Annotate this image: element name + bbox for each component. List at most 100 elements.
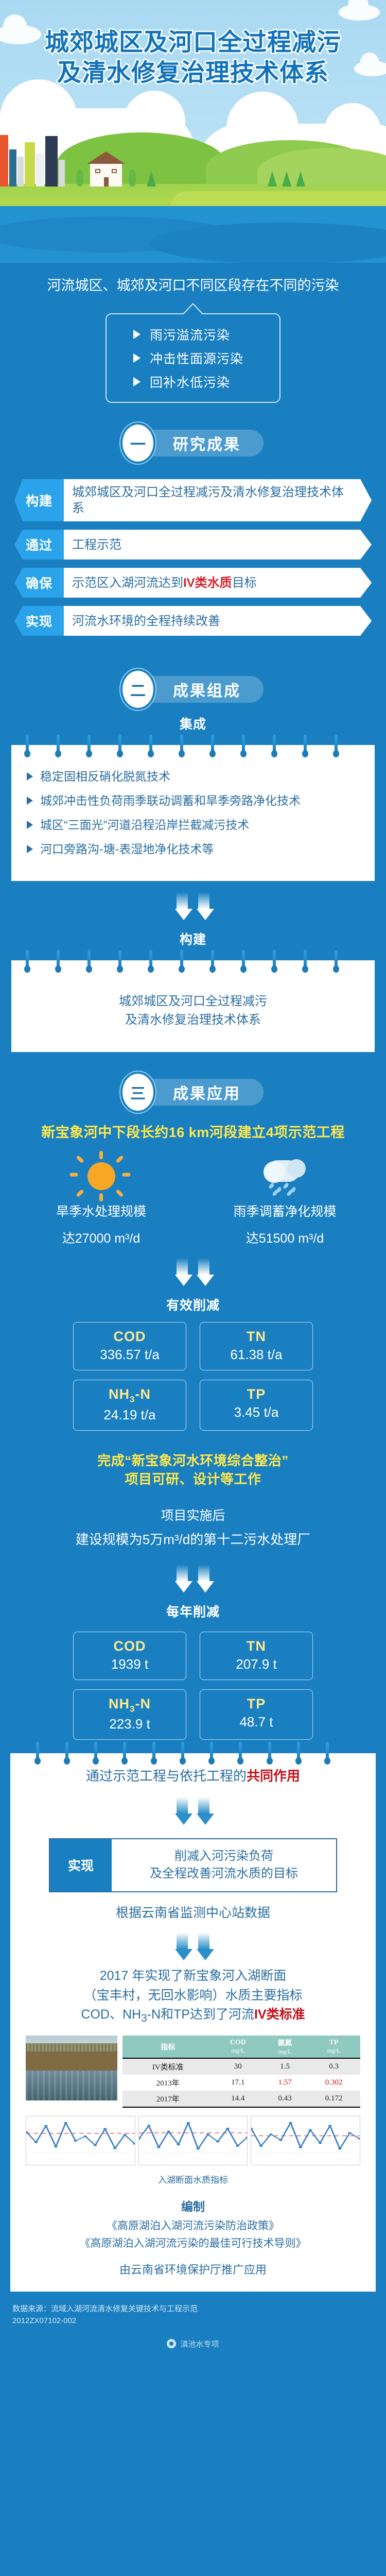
research-result-rows: 构建 城郊城区及河口全过程减污及清水修复治理技术体系 通过 工程示范 确保 示范… bbox=[0, 462, 386, 649]
metric-card: COD 1939 t bbox=[73, 1631, 186, 1680]
reduction-metric-cards: COD 336.57 t/a TN 61.38 t/a NH3-N 24.19 … bbox=[0, 1317, 386, 1431]
realize-line-2: 及全程改善河流水质的目标 bbox=[150, 1867, 298, 1881]
list-item-label: 稳定固相反硝化脱氮技术 bbox=[40, 770, 170, 784]
river-photo bbox=[26, 2036, 117, 2101]
metric-name: COD bbox=[113, 1329, 146, 1345]
table-cell: 0.43 bbox=[262, 2091, 308, 2108]
arrow-down-icon bbox=[197, 1949, 214, 1961]
section-title-pill: 成果应用 bbox=[137, 1079, 264, 1106]
section-number: 三 bbox=[130, 1086, 146, 1103]
project-code: 2012ZX07102-002 bbox=[12, 2316, 77, 2325]
table-cell: IV类标准 bbox=[122, 2058, 214, 2075]
table-cell: 2013年 bbox=[156, 2079, 180, 2088]
metric-card: TP 3.45 t/a bbox=[200, 1380, 313, 1431]
result-row-tag: 确保 bbox=[14, 568, 64, 598]
text-after: 目标 bbox=[232, 575, 257, 590]
tech-system-text: 城郊城区及河口全过程减污 及清水修复治理技术体系 bbox=[119, 994, 267, 1027]
after-implementation-text: 建设规模为5万m³/d的第十二污水处理厂 bbox=[75, 1532, 311, 1548]
after-implementation-label: 项目实施后 bbox=[161, 1509, 225, 1523]
page-title: 城郊城区及河口全过程减污 及清水修复治理技术体系 bbox=[0, 27, 386, 88]
metric-card: TN 207.9 t bbox=[200, 1631, 313, 1680]
realize-tag: 实现 bbox=[50, 1839, 112, 1892]
stat-title: 雨季调蓄净化规模 bbox=[233, 1205, 337, 1219]
brand-bar: 滇池水专项 bbox=[12, 2325, 374, 2359]
data-basis-text: 根据云南省监测中心站数据 bbox=[115, 1906, 270, 1921]
metric-name: TN bbox=[247, 1329, 266, 1345]
build-label: 构建 bbox=[179, 933, 206, 947]
city-skyline-icon bbox=[0, 132, 118, 187]
stat-title: 旱季水处理规模 bbox=[56, 1205, 146, 1219]
metric-card: TN 61.38 t/a bbox=[200, 1322, 313, 1371]
arrow-down-icon bbox=[175, 1949, 192, 1961]
table-cell: 30 bbox=[213, 2058, 263, 2075]
table-header-row: 指标 COD mg/L 氨氮 mg/L TP mg/L bbox=[122, 2036, 360, 2059]
result-row-tag: 通过 bbox=[14, 530, 64, 560]
tree-icon bbox=[268, 171, 277, 187]
joint-effect-highlight: 共同作用 bbox=[247, 1768, 301, 1784]
cloud-icon bbox=[0, 14, 41, 44]
tech-system-card-wrap: 城郊城区及河口全过程减污 及清水修复治理技术体系 bbox=[0, 950, 386, 1053]
trend-chart bbox=[26, 2116, 135, 2166]
result-row: 确保 示范区入湖河流达到 IV类水质 目标 bbox=[14, 568, 372, 598]
table-cell: 0.302 bbox=[325, 2078, 343, 2087]
table-header-cell: COD mg/L bbox=[213, 2036, 263, 2059]
compile-label: 编制 bbox=[181, 2200, 205, 2214]
arrow-down-icon bbox=[175, 1581, 192, 1592]
table-header-cell: TP mg/L bbox=[307, 2036, 360, 2059]
metric-value: 207.9 t bbox=[236, 1656, 277, 1672]
river-water bbox=[0, 206, 386, 263]
triangle-bullet-icon bbox=[27, 821, 33, 829]
completed-project: 完成“新宝象河水环境综合整治” 项目可研、设计等工作 bbox=[0, 1431, 386, 1492]
stat-value: 达27000 m³/d bbox=[62, 1231, 141, 1246]
table-cell: 14.4 bbox=[213, 2091, 263, 2108]
section-title-pill: 成果组成 bbox=[137, 676, 264, 703]
realize-body: 削减入河污染负荷 及全程改善河流水质的目标 bbox=[112, 1839, 336, 1892]
intro-lead: 河流城区、城郊及河口不同区段存在不同的污染 bbox=[47, 278, 339, 293]
section-number: 二 bbox=[130, 683, 146, 700]
list-item-label: 河口旁路沟-塘-表湿地净化技术等 bbox=[40, 842, 214, 856]
section-title: 研究成果 bbox=[173, 436, 241, 453]
arrow-down-icon bbox=[175, 909, 192, 921]
ground-foreground bbox=[170, 191, 386, 209]
metric-value: 48.7 t bbox=[239, 1714, 273, 1730]
arrow-down-icon bbox=[197, 1813, 214, 1825]
arrow-down-icon bbox=[175, 1275, 192, 1286]
tech-system-card: 城郊城区及河口全过程减污 及清水修复治理技术体系 bbox=[11, 950, 375, 1053]
annual-reduction-label: 每年削减 bbox=[166, 1604, 220, 1619]
brand-logo-icon bbox=[167, 2339, 177, 2349]
tree-icon bbox=[147, 171, 156, 187]
table-cell: 1.57 bbox=[278, 2078, 292, 2087]
section-title: 成果应用 bbox=[173, 1086, 241, 1103]
section-title-pill: 研究成果 bbox=[137, 429, 264, 456]
cloud-icon bbox=[354, 53, 386, 76]
result-row: 通过 工程示范 bbox=[14, 530, 372, 560]
metric-value: 1939 t bbox=[111, 1656, 149, 1672]
list-item-label: 雨污溢流污染 bbox=[150, 328, 231, 343]
metric-value: 3.45 t/a bbox=[234, 1404, 279, 1420]
stat-value: 达51500 m³/d bbox=[245, 1231, 324, 1246]
table-row: 2017年 14.4 0.43 0.172 bbox=[122, 2091, 360, 2108]
metric-value: 24.19 t/a bbox=[103, 1406, 156, 1422]
conclusion-block: 通过示范工程与依托工程的共同作用 实现 削减入河污染负荷 及全程改善河流水质的目… bbox=[0, 1740, 386, 2292]
metric-name: NH3-N bbox=[109, 1696, 151, 1714]
section-header-achievement-composition: 二 成果组成 bbox=[0, 649, 386, 708]
title-line-2: 及清水修复治理技术体系 bbox=[56, 58, 330, 88]
cloud-icon bbox=[339, 0, 380, 21]
data-source-line: 数据来源：流域入湖河流清水修复关键技术与工程示范 bbox=[12, 2304, 198, 2313]
list-item-label: 冲击性面源污染 bbox=[150, 351, 244, 366]
metric-name: TP bbox=[247, 1696, 266, 1711]
standard-highlight: IV类标准 bbox=[254, 2007, 305, 2022]
down-arrows bbox=[0, 881, 386, 923]
house-icon bbox=[87, 151, 125, 187]
metric-card: COD 336.57 t/a bbox=[73, 1322, 186, 1371]
result-row: 实现 河流水环境的全程持续改善 bbox=[14, 606, 372, 636]
metric-name: TN bbox=[247, 1638, 266, 1654]
arrow-down-icon bbox=[197, 909, 214, 921]
section-title: 成果组成 bbox=[173, 683, 241, 700]
realize-goal-box: 实现 削减入河污染负荷 及全程改善河流水质的目标 bbox=[49, 1838, 337, 1893]
section-number-badge: 二 bbox=[122, 671, 153, 708]
section-number-badge: 三 bbox=[122, 1074, 153, 1111]
text-before: 示范区入湖河流达到 bbox=[72, 575, 183, 590]
list-item: 回补水低污染 bbox=[107, 370, 279, 394]
water-quality-table: 指标 COD mg/L 氨氮 mg/L TP mg/L IV类标准 30 1.5 0.… bbox=[122, 2036, 360, 2108]
